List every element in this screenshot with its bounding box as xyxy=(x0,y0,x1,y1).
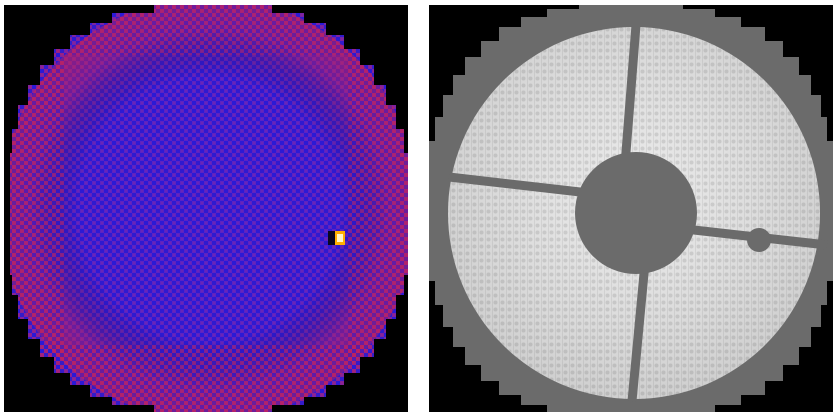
phase-map-image xyxy=(4,5,408,412)
hotspot-marker xyxy=(328,231,345,245)
phase-map-panel xyxy=(4,5,408,412)
pupil-mask-panel xyxy=(429,5,833,412)
spider-vanes xyxy=(448,24,828,402)
central-obstruction xyxy=(575,152,697,274)
pupil-mask-image xyxy=(429,5,833,412)
vane-disc xyxy=(747,228,771,252)
